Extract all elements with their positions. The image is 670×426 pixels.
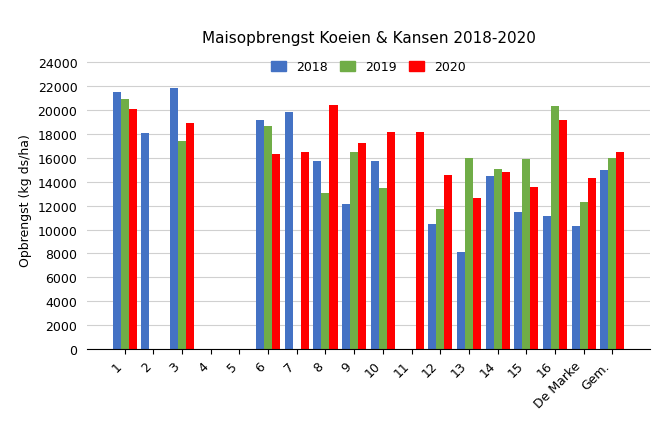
Bar bbox=[379, 188, 387, 349]
Bar bbox=[436, 210, 444, 349]
Bar bbox=[256, 120, 264, 349]
Bar bbox=[522, 160, 530, 349]
Bar bbox=[141, 133, 149, 349]
Bar bbox=[465, 158, 473, 349]
Bar bbox=[580, 203, 588, 349]
Bar bbox=[314, 162, 322, 349]
Bar bbox=[559, 120, 567, 349]
Bar bbox=[600, 170, 608, 349]
Bar bbox=[572, 227, 580, 349]
Bar bbox=[588, 179, 596, 349]
Bar bbox=[350, 153, 358, 349]
Bar bbox=[358, 144, 366, 349]
Bar bbox=[178, 142, 186, 349]
Bar bbox=[301, 153, 309, 349]
Bar bbox=[473, 199, 481, 349]
Bar bbox=[371, 162, 379, 349]
Bar bbox=[415, 132, 423, 349]
Bar bbox=[444, 175, 452, 349]
Bar bbox=[170, 89, 178, 349]
Bar bbox=[530, 187, 538, 349]
Bar bbox=[186, 124, 194, 349]
Y-axis label: Opbrengst (kg ds/ha): Opbrengst (kg ds/ha) bbox=[19, 134, 32, 267]
Bar bbox=[387, 132, 395, 349]
Bar bbox=[502, 173, 510, 349]
Title: Maisopbrengst Koeien & Kansen 2018-2020: Maisopbrengst Koeien & Kansen 2018-2020 bbox=[202, 31, 535, 46]
Bar bbox=[494, 169, 502, 349]
Bar bbox=[514, 212, 522, 349]
Bar bbox=[543, 217, 551, 349]
Bar bbox=[457, 253, 465, 349]
Bar bbox=[272, 155, 280, 349]
Bar bbox=[616, 153, 624, 349]
Legend: 2018, 2019, 2020: 2018, 2019, 2020 bbox=[267, 58, 470, 78]
Bar bbox=[285, 113, 293, 349]
Bar bbox=[113, 93, 121, 349]
Bar bbox=[129, 109, 137, 349]
Bar bbox=[428, 224, 436, 349]
Bar bbox=[342, 205, 350, 349]
Bar bbox=[551, 107, 559, 349]
Bar bbox=[608, 158, 616, 349]
Bar bbox=[486, 176, 494, 349]
Bar bbox=[330, 106, 338, 349]
Bar bbox=[322, 193, 330, 349]
Bar bbox=[121, 100, 129, 349]
Bar bbox=[264, 126, 272, 349]
